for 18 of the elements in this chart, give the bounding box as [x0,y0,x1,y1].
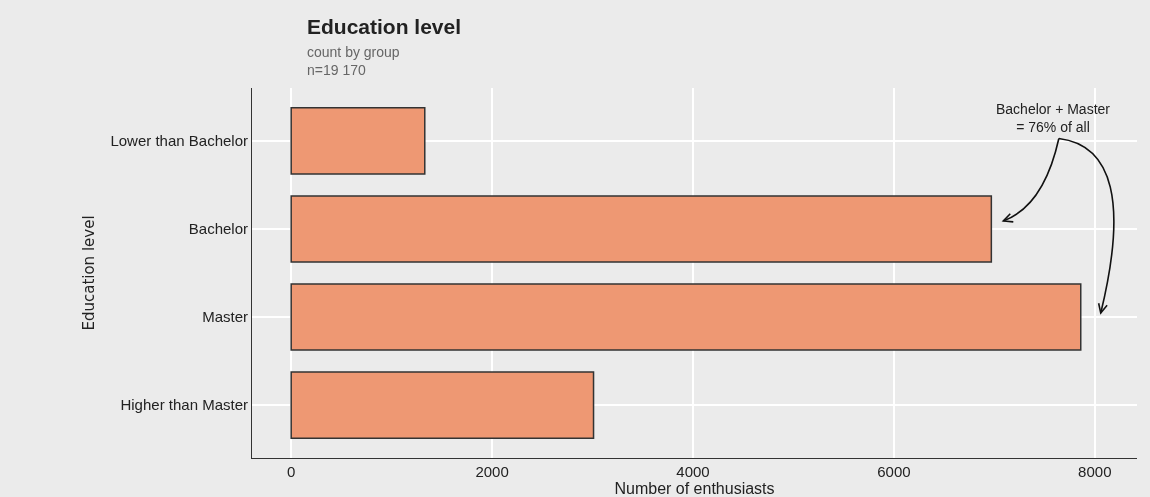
y-tick-label: Master [202,308,248,326]
y-tick-label: Lower than Bachelor [110,132,248,150]
y-tick-label: Bachelor [188,220,248,238]
x-tick-label: 4000 [676,463,710,480]
x-tick-label: 8000 [1078,463,1112,480]
x-axis-title: Number of enthusiasts [614,480,775,497]
chart-title: Education level [307,15,462,38]
bar [290,107,426,175]
bar [290,371,595,439]
chart-subtitle: count by group n=19 170 [307,44,400,79]
annotation: Bachelor + Master = 76% of all [996,101,1111,136]
bar [290,195,993,263]
bar [290,283,1082,351]
x-tick-label: 0 [287,463,296,480]
x-tick-label: 6000 [877,463,911,480]
x-tick-label: 2000 [475,463,509,480]
y-tick-label: Higher than Master [120,396,248,414]
y-axis-title: Education level [79,215,98,331]
